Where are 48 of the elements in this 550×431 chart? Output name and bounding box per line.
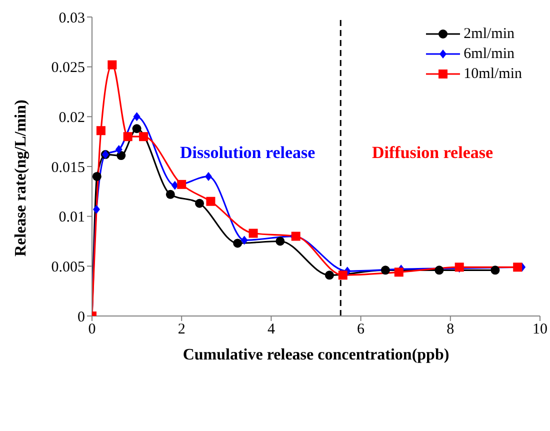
point [92, 204, 100, 214]
x-tick-label: 2 [178, 322, 186, 338]
y-tick-label: 0.01 [58, 210, 85, 226]
point [166, 190, 175, 199]
point [171, 180, 178, 190]
y-tick-label: 0.02 [58, 110, 85, 126]
annotation: Diffusion release [372, 143, 494, 163]
point [490, 266, 500, 275]
point [108, 60, 117, 70]
y-tick-label: 0 [78, 309, 85, 326]
point [276, 236, 285, 246]
x-tick-label: 6 [357, 322, 366, 338]
point [204, 172, 212, 181]
annotation: Dissolution release [180, 143, 316, 163]
y-tick-label: 0.025 [51, 60, 85, 76]
point [324, 270, 334, 280]
x-tick-label: 0 [88, 322, 96, 338]
legend-label: 10ml/min [464, 66, 522, 82]
point [434, 266, 444, 275]
x-tick-label: 10 [532, 322, 548, 338]
y-tick-label: 0.005 [51, 259, 85, 276]
point [291, 232, 300, 241]
x-axis-title: Cumulative release concentration(ppb) [182, 346, 450, 364]
point [394, 268, 404, 277]
point [513, 262, 522, 272]
point [195, 198, 204, 208]
point [116, 151, 126, 160]
point [96, 126, 106, 136]
point [380, 266, 390, 275]
point [92, 172, 102, 181]
point [139, 132, 148, 142]
y-tick-label: 0.015 [51, 160, 85, 176]
legend-label: 2ml/min [464, 26, 514, 42]
point [132, 124, 142, 134]
point [133, 112, 140, 122]
x-tick-label: 4 [267, 322, 276, 338]
point [338, 270, 348, 280]
y-tick-label: 0.03 [58, 10, 85, 26]
point [177, 180, 186, 189]
y-axis-title: Release rate(ng/L/min) [12, 100, 30, 256]
point [123, 132, 132, 142]
point [206, 196, 216, 206]
legend-label: 6ml/min [464, 46, 514, 62]
x-tick-label: 8 [446, 322, 454, 338]
point [115, 145, 122, 154]
point [240, 236, 248, 245]
point [233, 238, 242, 248]
point [248, 228, 258, 238]
